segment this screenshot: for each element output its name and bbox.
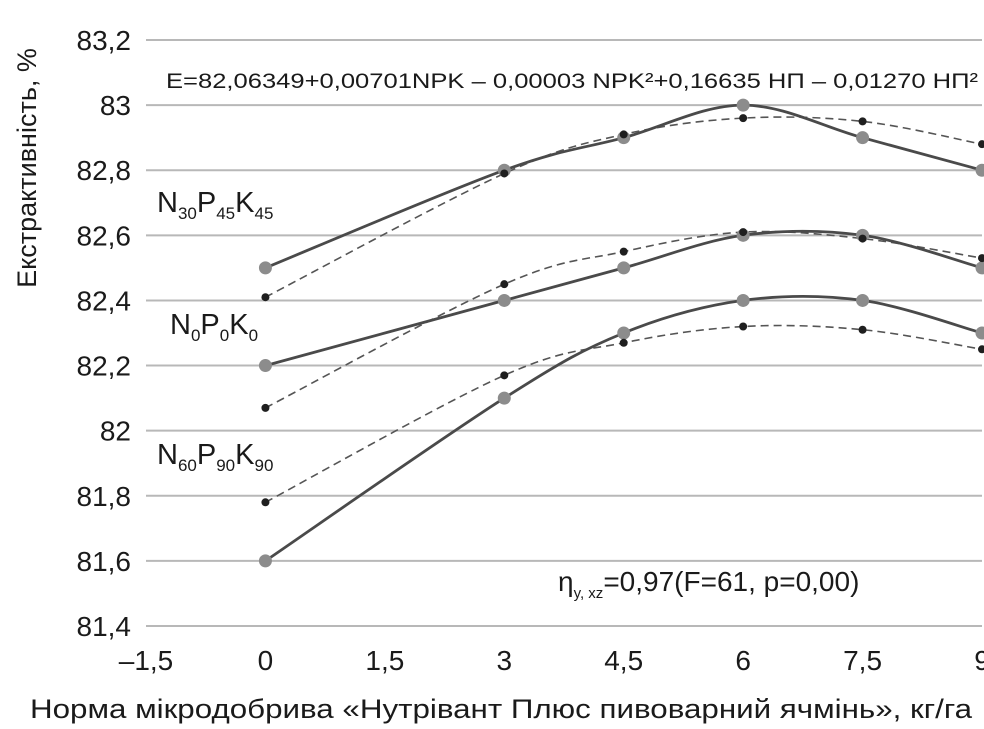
y-tick-label: 82,8 bbox=[77, 155, 132, 186]
series-label-n0p0k0: N0P0K0 bbox=[170, 309, 258, 345]
x-tick-label: 9 bbox=[974, 645, 984, 676]
observed-point-n0p0k0 bbox=[497, 293, 511, 307]
observed-point-n60p90k90 bbox=[856, 293, 870, 307]
fitted-point-n30p45k45 bbox=[619, 130, 628, 139]
y-tick-labels: 81,4 81,6 81,8 82 82,2 82,4 82,6 82,8 83 83,2 bbox=[77, 25, 132, 642]
fitted-point-n60p90k90 bbox=[858, 325, 867, 334]
fitted-point-n60p90k90 bbox=[619, 338, 628, 347]
observed-point-n30p45k45 bbox=[258, 261, 272, 275]
fitted-point-n0p0k0 bbox=[858, 234, 867, 243]
observed-point-n0p0k0 bbox=[617, 261, 631, 275]
observed-point-n60p90k90 bbox=[975, 326, 984, 340]
fitted-point-n60p90k90 bbox=[261, 498, 270, 507]
observed-point-n30p45k45 bbox=[736, 98, 750, 112]
fitted-point-n60p90k90 bbox=[978, 345, 984, 354]
y-axis-title: Екстрактивність, % bbox=[12, 48, 42, 288]
fitted-line-n60p90k90 bbox=[265, 324, 983, 504]
observed-point-n30p45k45 bbox=[975, 163, 984, 177]
observed-line-n0p0k0 bbox=[265, 229, 983, 367]
observed-point-n60p90k90 bbox=[617, 326, 631, 340]
y-tick-label: 82,4 bbox=[77, 285, 132, 316]
observed-point-n60p90k90 bbox=[736, 293, 750, 307]
x-tick-label: 6 bbox=[735, 645, 751, 676]
x-tick-label: 4,5 bbox=[604, 645, 643, 676]
x-tick-label: 7,5 bbox=[843, 645, 882, 676]
y-tick-label: 83,2 bbox=[77, 25, 132, 56]
observed-point-n30p45k45 bbox=[856, 131, 870, 145]
fitted-point-n30p45k45 bbox=[858, 117, 867, 126]
observed-line-n30p45k45 bbox=[264, 103, 983, 270]
fitted-point-n0p0k0 bbox=[500, 280, 509, 289]
correlation-ratio-annotation: ηy, xz=0,97(F=61, p=0,00) bbox=[558, 566, 859, 602]
observed-point-n60p90k90 bbox=[497, 391, 511, 405]
observed-point-n60p90k90 bbox=[258, 554, 272, 568]
fitted-point-n30p45k45 bbox=[261, 293, 270, 302]
y-tick-label: 81,6 bbox=[77, 546, 132, 577]
y-tick-label: 81,4 bbox=[77, 611, 132, 642]
x-tick-label: 0 bbox=[258, 645, 274, 676]
fitted-point-n0p0k0 bbox=[739, 228, 748, 237]
fitted-point-n30p45k45 bbox=[978, 140, 984, 149]
y-tick-label: 82 bbox=[100, 416, 131, 447]
grid bbox=[146, 39, 982, 627]
fitted-line-n0p0k0 bbox=[265, 230, 983, 409]
x-axis-title: Норма мікродобрива «Нутрівант Плюс пивов… bbox=[30, 694, 973, 724]
y-tick-label: 83 bbox=[100, 90, 131, 121]
y-tick-label: 82,2 bbox=[77, 351, 132, 382]
fitted-point-n30p45k45 bbox=[500, 169, 509, 178]
series-label-n60p90k90: N60P90K90 bbox=[157, 439, 273, 475]
y-tick-label: 81,8 bbox=[77, 481, 132, 512]
fitted-point-n0p0k0 bbox=[261, 403, 270, 412]
fitted-point-n0p0k0 bbox=[619, 247, 628, 256]
fitted-point-n60p90k90 bbox=[739, 322, 748, 331]
fitted-point-n30p45k45 bbox=[739, 114, 748, 123]
x-tick-label: –1,5 bbox=[119, 645, 174, 676]
x-tick-labels: –1,5 0 1,5 3 4,5 6 7,5 9 bbox=[119, 645, 984, 676]
observed-point-n0p0k0 bbox=[975, 261, 984, 275]
x-tick-label: 3 bbox=[496, 645, 512, 676]
y-tick-label: 82,6 bbox=[77, 220, 132, 251]
regression-equation: E=82,06349+0,00701NPK – 0,00003 NPK²+0,1… bbox=[166, 70, 978, 93]
observed-point-n0p0k0 bbox=[258, 359, 272, 373]
plot-area bbox=[258, 98, 984, 568]
fitted-point-n0p0k0 bbox=[978, 254, 984, 263]
fitted-point-n60p90k90 bbox=[500, 371, 509, 380]
x-tick-label: 1,5 bbox=[365, 645, 404, 676]
series-label-n30p45k45: N30P45K45 bbox=[157, 187, 273, 223]
